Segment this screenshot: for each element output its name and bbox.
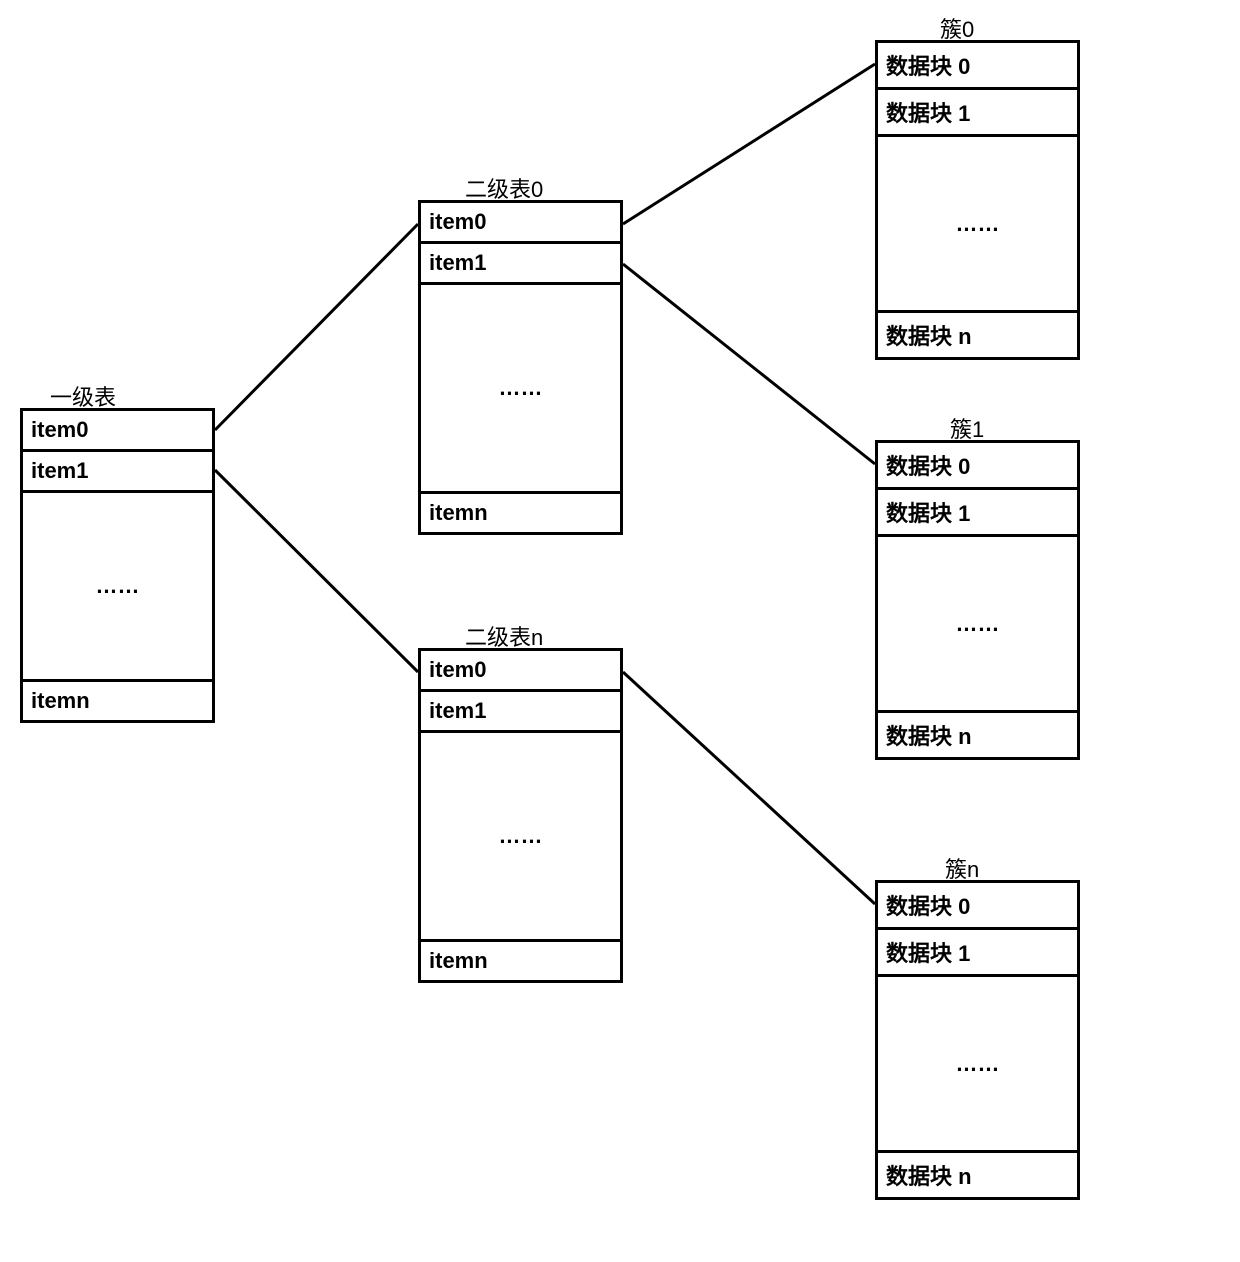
table-row: item0: [23, 411, 212, 452]
table-row: item1: [23, 452, 212, 493]
ellipsis-row: ……: [878, 537, 1077, 713]
table-row: item1: [421, 692, 620, 733]
table-row: item0: [421, 203, 620, 244]
table-row: 数据块 1: [878, 90, 1077, 137]
ellipsis-row: ……: [878, 977, 1077, 1153]
ellipsis-row: ……: [421, 285, 620, 494]
table-row: 数据块 1: [878, 490, 1077, 537]
clustern-box: 数据块 0 数据块 1 …… 数据块 n: [875, 880, 1080, 1200]
table-row: 数据块 0: [878, 443, 1077, 490]
cluster0-box: 数据块 0 数据块 1 …… 数据块 n: [875, 40, 1080, 360]
ellipsis-row: ……: [878, 137, 1077, 313]
diagram-canvas: 一级表 item0 item1 …… itemn 二级表0 item0 item…: [0, 0, 1240, 1262]
level2-0-box: item0 item1 …… itemn: [418, 200, 623, 535]
table-row: 数据块 1: [878, 930, 1077, 977]
table-row: item1: [421, 244, 620, 285]
table-row: 数据块 0: [878, 43, 1077, 90]
table-row: 数据块 n: [878, 713, 1077, 757]
level2-n-box: item0 item1 …… itemn: [418, 648, 623, 983]
cluster1-box: 数据块 0 数据块 1 …… 数据块 n: [875, 440, 1080, 760]
table-row: 数据块 n: [878, 1153, 1077, 1197]
table-row: itemn: [421, 494, 620, 532]
ellipsis-row: ……: [23, 493, 212, 682]
table-row: itemn: [421, 942, 620, 980]
level1-box: item0 item1 …… itemn: [20, 408, 215, 723]
table-row: itemn: [23, 682, 212, 720]
table-row: item0: [421, 651, 620, 692]
table-row: 数据块 n: [878, 313, 1077, 357]
ellipsis-row: ……: [421, 733, 620, 942]
table-row: 数据块 0: [878, 883, 1077, 930]
